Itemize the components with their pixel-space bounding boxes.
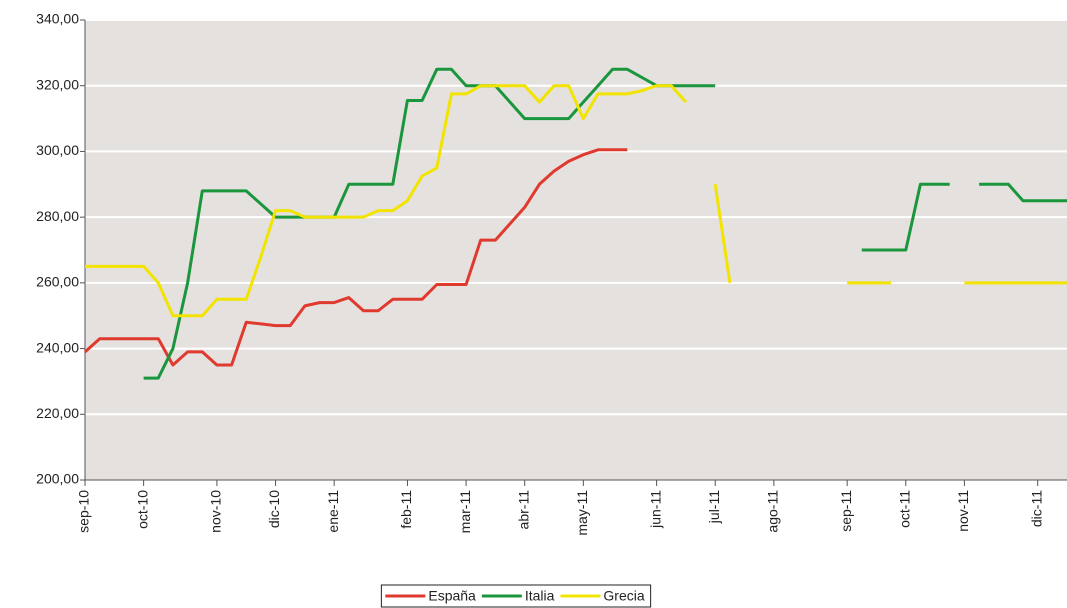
x-tick-label: oct-11 [896, 490, 912, 528]
plot-area [85, 20, 1067, 480]
legend-label: Grecia [603, 588, 644, 604]
y-tick-label: 260,00 [36, 274, 79, 290]
x-tick-label: nov-11 [955, 490, 971, 532]
y-tick-label: 340,00 [36, 11, 79, 27]
x-tick-label: nov-10 [208, 490, 224, 533]
series-line [85, 84, 1067, 318]
x-tick-label: ago-11 [765, 490, 781, 533]
x-tick-label: jul-11 [706, 490, 722, 524]
x-tick-label: mar-11 [457, 490, 473, 534]
x-tick-label: feb-11 [398, 490, 414, 529]
y-tick-label: 200,00 [36, 471, 79, 487]
legend-label: España [428, 588, 476, 604]
y-tick-label: 240,00 [36, 339, 79, 355]
x-tick-label: ene-11 [325, 490, 341, 533]
y-tick-label: 220,00 [36, 405, 79, 421]
y-tick-label: 280,00 [36, 208, 79, 224]
x-tick-label: jun-11 [647, 490, 663, 529]
y-tick-label: 320,00 [36, 76, 79, 92]
x-tick-label: may-11 [574, 490, 590, 536]
series-line [83, 148, 628, 367]
x-tick-label: sep-10 [76, 490, 92, 533]
legend-label: Italia [525, 588, 555, 604]
series-line [143, 67, 1067, 380]
y-tick-label: 300,00 [36, 142, 79, 158]
x-tick-label: dic-11 [1028, 490, 1044, 527]
x-tick-label: dic-10 [266, 490, 282, 528]
x-tick-label: abr-11 [515, 490, 531, 530]
x-tick-label: sep-11 [838, 490, 854, 532]
legend: España Italia Grecia [380, 584, 652, 608]
x-tick-label: oct-10 [134, 490, 150, 529]
